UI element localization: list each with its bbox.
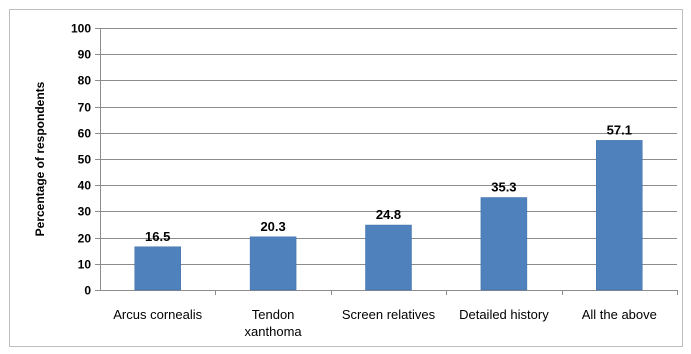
bars xyxy=(134,140,643,291)
x-category-label: xanthoma xyxy=(245,324,303,339)
bar-chart: 16.5 20.3 24.8 35.3 57.1 0 10 20 30 40 50 60 70 80 90… xyxy=(33,22,678,339)
y-tick-label: 20 xyxy=(78,232,92,246)
x-category-label: Detailed history xyxy=(459,307,549,322)
x-category-label: Arcus cornealis xyxy=(113,307,202,322)
data-labels: 16.5 20.3 24.8 35.3 57.1 xyxy=(145,122,632,243)
y-tick-label: 50 xyxy=(78,153,92,167)
chart-frame: 16.5 20.3 24.8 35.3 57.1 0 10 20 30 40 50 60 70 80 90… xyxy=(9,9,683,347)
y-tick-label: 40 xyxy=(78,179,92,193)
y-tick-label: 90 xyxy=(78,48,92,62)
gridlines xyxy=(100,28,677,291)
bar xyxy=(596,140,643,291)
y-tick-label: 80 xyxy=(78,74,92,88)
y-tick-label: 10 xyxy=(78,258,92,272)
x-category-label: All the above xyxy=(582,307,657,322)
bar xyxy=(365,224,412,291)
x-axis-categories: Arcus cornealis Tendon xanthoma Screen rela… xyxy=(113,290,678,339)
y-tick-label: 60 xyxy=(78,127,92,141)
bar xyxy=(249,236,297,291)
x-category-label: Screen relatives xyxy=(342,307,436,322)
data-label: 24.8 xyxy=(376,207,401,222)
y-tick-label: 0 xyxy=(84,284,91,298)
data-label: 57.1 xyxy=(607,122,632,137)
bar xyxy=(134,246,181,291)
y-tick-label: 30 xyxy=(78,205,92,219)
bar xyxy=(480,197,528,291)
x-category-label: Tendon xyxy=(252,307,295,322)
data-label: 16.5 xyxy=(145,229,170,244)
y-axis-title: Percentage of respondents xyxy=(33,81,47,236)
y-tick-label: 100 xyxy=(71,22,91,36)
y-axis-ticks: 0 10 20 30 40 50 60 70 80 90 100 xyxy=(71,22,100,298)
data-label: 35.3 xyxy=(491,180,516,195)
y-tick-label: 70 xyxy=(78,101,92,115)
data-label: 20.3 xyxy=(260,219,285,234)
